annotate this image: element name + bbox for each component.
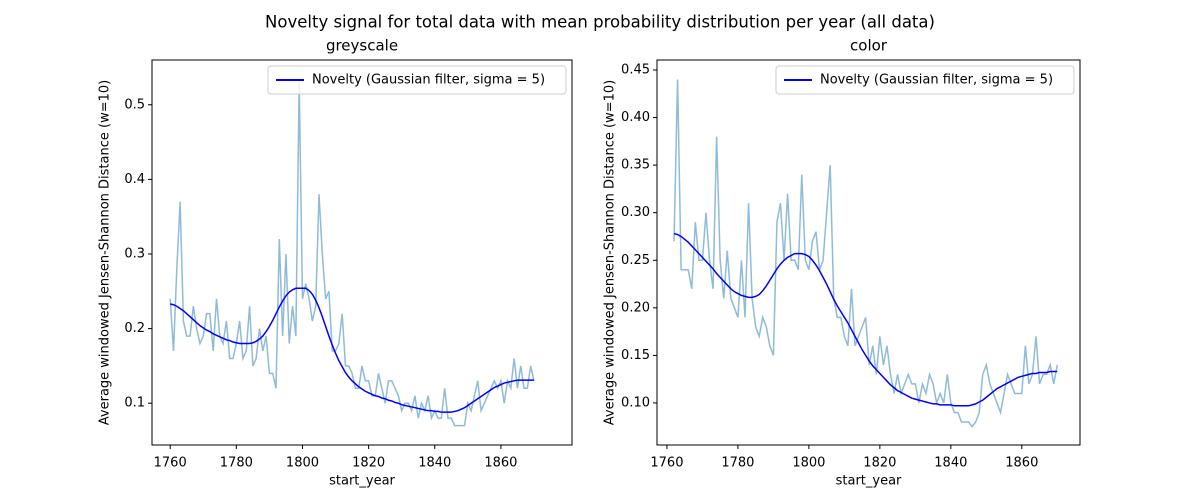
legend-label: Novelty (Gaussian filter, sigma = 5) [312, 73, 545, 88]
y-tick-label: 0.25 [621, 253, 650, 268]
x-tick-label: 1800 [286, 456, 319, 471]
y-tick-label: 0.1 [124, 396, 145, 411]
legend-label: Novelty (Gaussian filter, sigma = 5) [820, 73, 1053, 88]
y-tick-label: 0.20 [621, 300, 650, 315]
y-tick-label: 0.30 [621, 205, 650, 220]
legend-box [775, 65, 1075, 95]
axes-frame [151, 59, 573, 446]
legend-box [267, 65, 567, 95]
x-tick-label: 1800 [792, 456, 825, 471]
axes-frame [656, 59, 1081, 446]
x-axis-label: start_year [329, 474, 395, 489]
x-tick-label: 1840 [934, 456, 967, 471]
series-line [673, 232, 1058, 407]
legend: Novelty (Gaussian filter, sigma = 5) [775, 65, 1075, 95]
y-tick-label: 0.45 [621, 62, 650, 77]
y-tick-label: 0.2 [124, 321, 145, 336]
y-tick-label: 0.3 [124, 246, 145, 261]
y-axis-label: Average windowed Jensen-Shannon Distance… [603, 80, 618, 425]
subplot: 1760 1780 1800 1820 1840 1860 0.1 0.2 0.3 0.4 0.5 g… [98, 37, 573, 489]
legend: Novelty (Gaussian filter, sigma = 5) [267, 65, 567, 95]
x-axis-label: start_year [836, 474, 902, 489]
x-tick-label: 1760 [650, 456, 683, 471]
y-tick-label: 0.15 [621, 348, 650, 363]
x-tick-label: 1780 [220, 456, 253, 471]
x-tick-label: 1840 [418, 456, 451, 471]
subplot-title: color [850, 37, 888, 55]
plot-area [673, 79, 1059, 428]
x-tick-label: 1860 [1005, 456, 1038, 471]
series-line [169, 82, 535, 427]
subplot-title: greyscale [326, 37, 398, 55]
x-tick-label: 1760 [154, 456, 187, 471]
subplot: 1760 1780 1800 1820 1840 1860 0.10 0.15 0.20 0.25… [603, 37, 1081, 489]
series-line [673, 79, 1059, 428]
y-tick-label: 0.35 [621, 158, 650, 173]
series-line [170, 287, 534, 413]
x-tick-label: 1860 [484, 456, 517, 471]
x-tick-label: 1820 [863, 456, 896, 471]
y-tick-label: 0.10 [621, 395, 650, 410]
x-tick-label: 1780 [721, 456, 754, 471]
y-tick-label: 0.5 [124, 97, 145, 112]
y-tick-label: 0.4 [124, 172, 145, 187]
x-tick-label: 1820 [352, 456, 385, 471]
y-axis-label: Average windowed Jensen-Shannon Distance… [98, 80, 113, 425]
y-tick-label: 0.40 [621, 110, 650, 125]
plot-area [169, 82, 535, 427]
figure-title: Novelty signal for total data with mean … [265, 13, 935, 32]
